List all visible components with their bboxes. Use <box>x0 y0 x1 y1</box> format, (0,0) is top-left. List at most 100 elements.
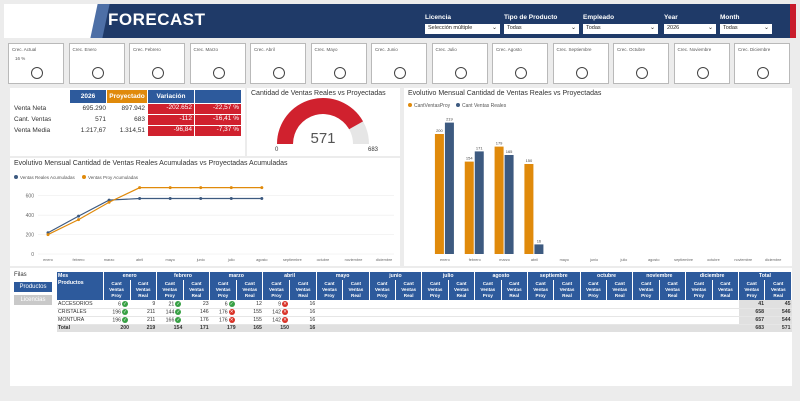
cell-empty <box>659 308 686 317</box>
kpi-proyectado: 683 <box>134 116 145 123</box>
line-point <box>229 197 233 201</box>
cell-empty <box>553 316 581 325</box>
month-header[interactable]: mayo <box>316 272 370 280</box>
month-header[interactable]: abril <box>262 272 317 280</box>
cell-empty <box>421 308 449 317</box>
row-product-name: CRISTALES <box>57 308 103 317</box>
cell-empty <box>448 308 475 317</box>
filter-empleado-dropdown[interactable]: Todas ⌄ <box>583 24 658 34</box>
growth-ring-icon <box>333 67 346 79</box>
gauge-min-label: 0 <box>275 147 279 153</box>
productos-header[interactable]: Productos <box>57 280 104 300</box>
growth-ring-icon <box>152 67 164 79</box>
growth-card: Crec. Junio <box>371 43 427 84</box>
growth-card: Crec. Mayo <box>310 43 367 84</box>
table-row[interactable]: CRISTALES 196 ✓ 211 144 ✓ 146 176 ✕ 155 142 ✕ 16 658 5… <box>57 308 792 317</box>
line-point <box>46 233 50 237</box>
bar <box>434 134 444 254</box>
filter-licencia[interactable]: Licencia Selección múltiple ⌄ <box>425 14 500 38</box>
growth-ring-icon <box>515 67 527 79</box>
productos-button[interactable]: Productos <box>14 282 52 292</box>
bar <box>494 146 504 254</box>
x-tick-label: enero <box>43 258 53 262</box>
bar <box>504 155 514 254</box>
filter-empleado[interactable]: Empleado Todas ⌄ <box>583 14 658 38</box>
month-header[interactable]: noviembre <box>632 272 687 280</box>
filter-month[interactable]: Month Todas ⌄ <box>720 14 772 38</box>
filter-tipo-dropdown[interactable]: Todas ⌄ <box>504 24 579 34</box>
kpi-row-label: Cant. Ventas <box>14 116 52 123</box>
subheader-real: Cant Ventas Real <box>606 280 634 300</box>
growth-ring-icon <box>696 67 709 79</box>
total-cell-empty <box>316 324 343 332</box>
bar-value-label: 219 <box>446 117 453 122</box>
line-point <box>107 198 111 202</box>
y-tick-label: 0 <box>31 252 34 258</box>
cell-value: 6 <box>118 300 122 307</box>
cell-proy: 6 ✓ <box>103 300 131 309</box>
growth-card: Crec. Julio <box>431 43 488 84</box>
growth-ring-icon <box>636 67 648 79</box>
filter-year[interactable]: Year 2026 ⌄ <box>664 14 716 38</box>
line-point <box>229 186 233 190</box>
legend-label: Ventas Proy Acumuladas <box>88 175 139 180</box>
subheader-proy: Cant Ventas Proy <box>580 280 608 300</box>
cell-empty <box>632 308 660 317</box>
bar-value-label: 16 <box>537 238 542 243</box>
growth-card-label: Crec. Actual <box>12 47 37 52</box>
subheader-real: Cant Ventas Real <box>289 280 317 300</box>
table-row[interactable]: MONTURA 196 ✓ 211 166 ✓ 176 176 ✕ 155 142 ✕ 16 657 544 <box>57 316 792 325</box>
cell-empty <box>632 300 660 309</box>
total-cell-empty <box>712 324 739 332</box>
cell-value: 176 <box>218 317 228 324</box>
cell-proy: 176 ✕ <box>209 316 237 325</box>
cell-proy: 21 ✓ <box>156 300 184 309</box>
month-header[interactable]: septiembre <box>527 272 581 280</box>
table-row[interactable]: ACCESORIOS 6 ✓ 9 21 ✓ 23 6 ✓ 12 9 ✕ 16 41 45 <box>57 300 792 309</box>
total-cell-empty <box>632 324 660 332</box>
filter-licencia-dropdown[interactable]: Selección múltiple ⌄ <box>425 24 500 34</box>
month-header[interactable]: octubre <box>580 272 634 280</box>
x-tick-label: febrero <box>469 258 481 262</box>
row-total-proy: 658 <box>738 308 765 317</box>
growth-card: Crec. Noviembre <box>673 43 730 84</box>
subheader-proy: Cant Ventas Proy <box>316 280 344 300</box>
subheader-real: Cant Ventas Real <box>236 280 264 300</box>
month-header[interactable]: diciembre <box>685 272 739 280</box>
filter-year-dropdown[interactable]: 2026 ⌄ <box>664 24 716 34</box>
gauge-fill <box>277 98 364 144</box>
line-point <box>168 186 172 190</box>
cell-empty <box>632 316 660 325</box>
x-tick-label: noviembre <box>345 258 363 262</box>
check-icon: ✓ <box>228 300 235 307</box>
growth-card-label: Crec. Mayo <box>314 47 338 52</box>
bar-value-label: 165 <box>506 149 513 154</box>
cell-empty <box>421 316 449 325</box>
filter-tipo-producto[interactable]: Tipo de Producto Todas ⌄ <box>504 14 579 38</box>
cell-empty <box>369 300 396 309</box>
month-header[interactable]: junio <box>369 272 423 280</box>
month-header[interactable]: marzo <box>209 272 264 280</box>
month-header[interactable]: febrero <box>156 272 211 280</box>
month-header[interactable]: julio <box>421 272 476 280</box>
matrix-header-row: Mes enero febrero marzo abril mayo junio julio a… <box>57 272 792 280</box>
row-total-proy: 657 <box>738 316 765 325</box>
cell-empty <box>369 316 396 325</box>
month-header[interactable]: agosto <box>474 272 528 280</box>
growth-ring-icon <box>31 67 43 79</box>
chevron-down-icon: ⌄ <box>491 25 497 31</box>
bar-chart: CantVentasProy Cant Ventas Reales enero 200… <box>408 103 781 262</box>
month-header[interactable]: enero <box>103 272 157 280</box>
matrix-panel: Filas Productos Licencias Mes enero febrer… <box>10 268 792 386</box>
total-cell-proy: 200 <box>103 324 131 332</box>
growth-ring-icon <box>454 67 467 79</box>
licencias-button[interactable]: Licencias <box>14 295 52 305</box>
filter-month-dropdown[interactable]: Todas ⌄ <box>720 24 772 34</box>
cross-icon: ✕ <box>281 316 288 323</box>
cell-empty <box>342 316 370 325</box>
cell-real: 23 <box>183 300 210 309</box>
filter-label: Month <box>720 14 740 21</box>
growth-card: Crec. Septiembre <box>552 43 609 84</box>
line-point <box>77 218 81 222</box>
cell-real: 155 <box>236 316 263 325</box>
